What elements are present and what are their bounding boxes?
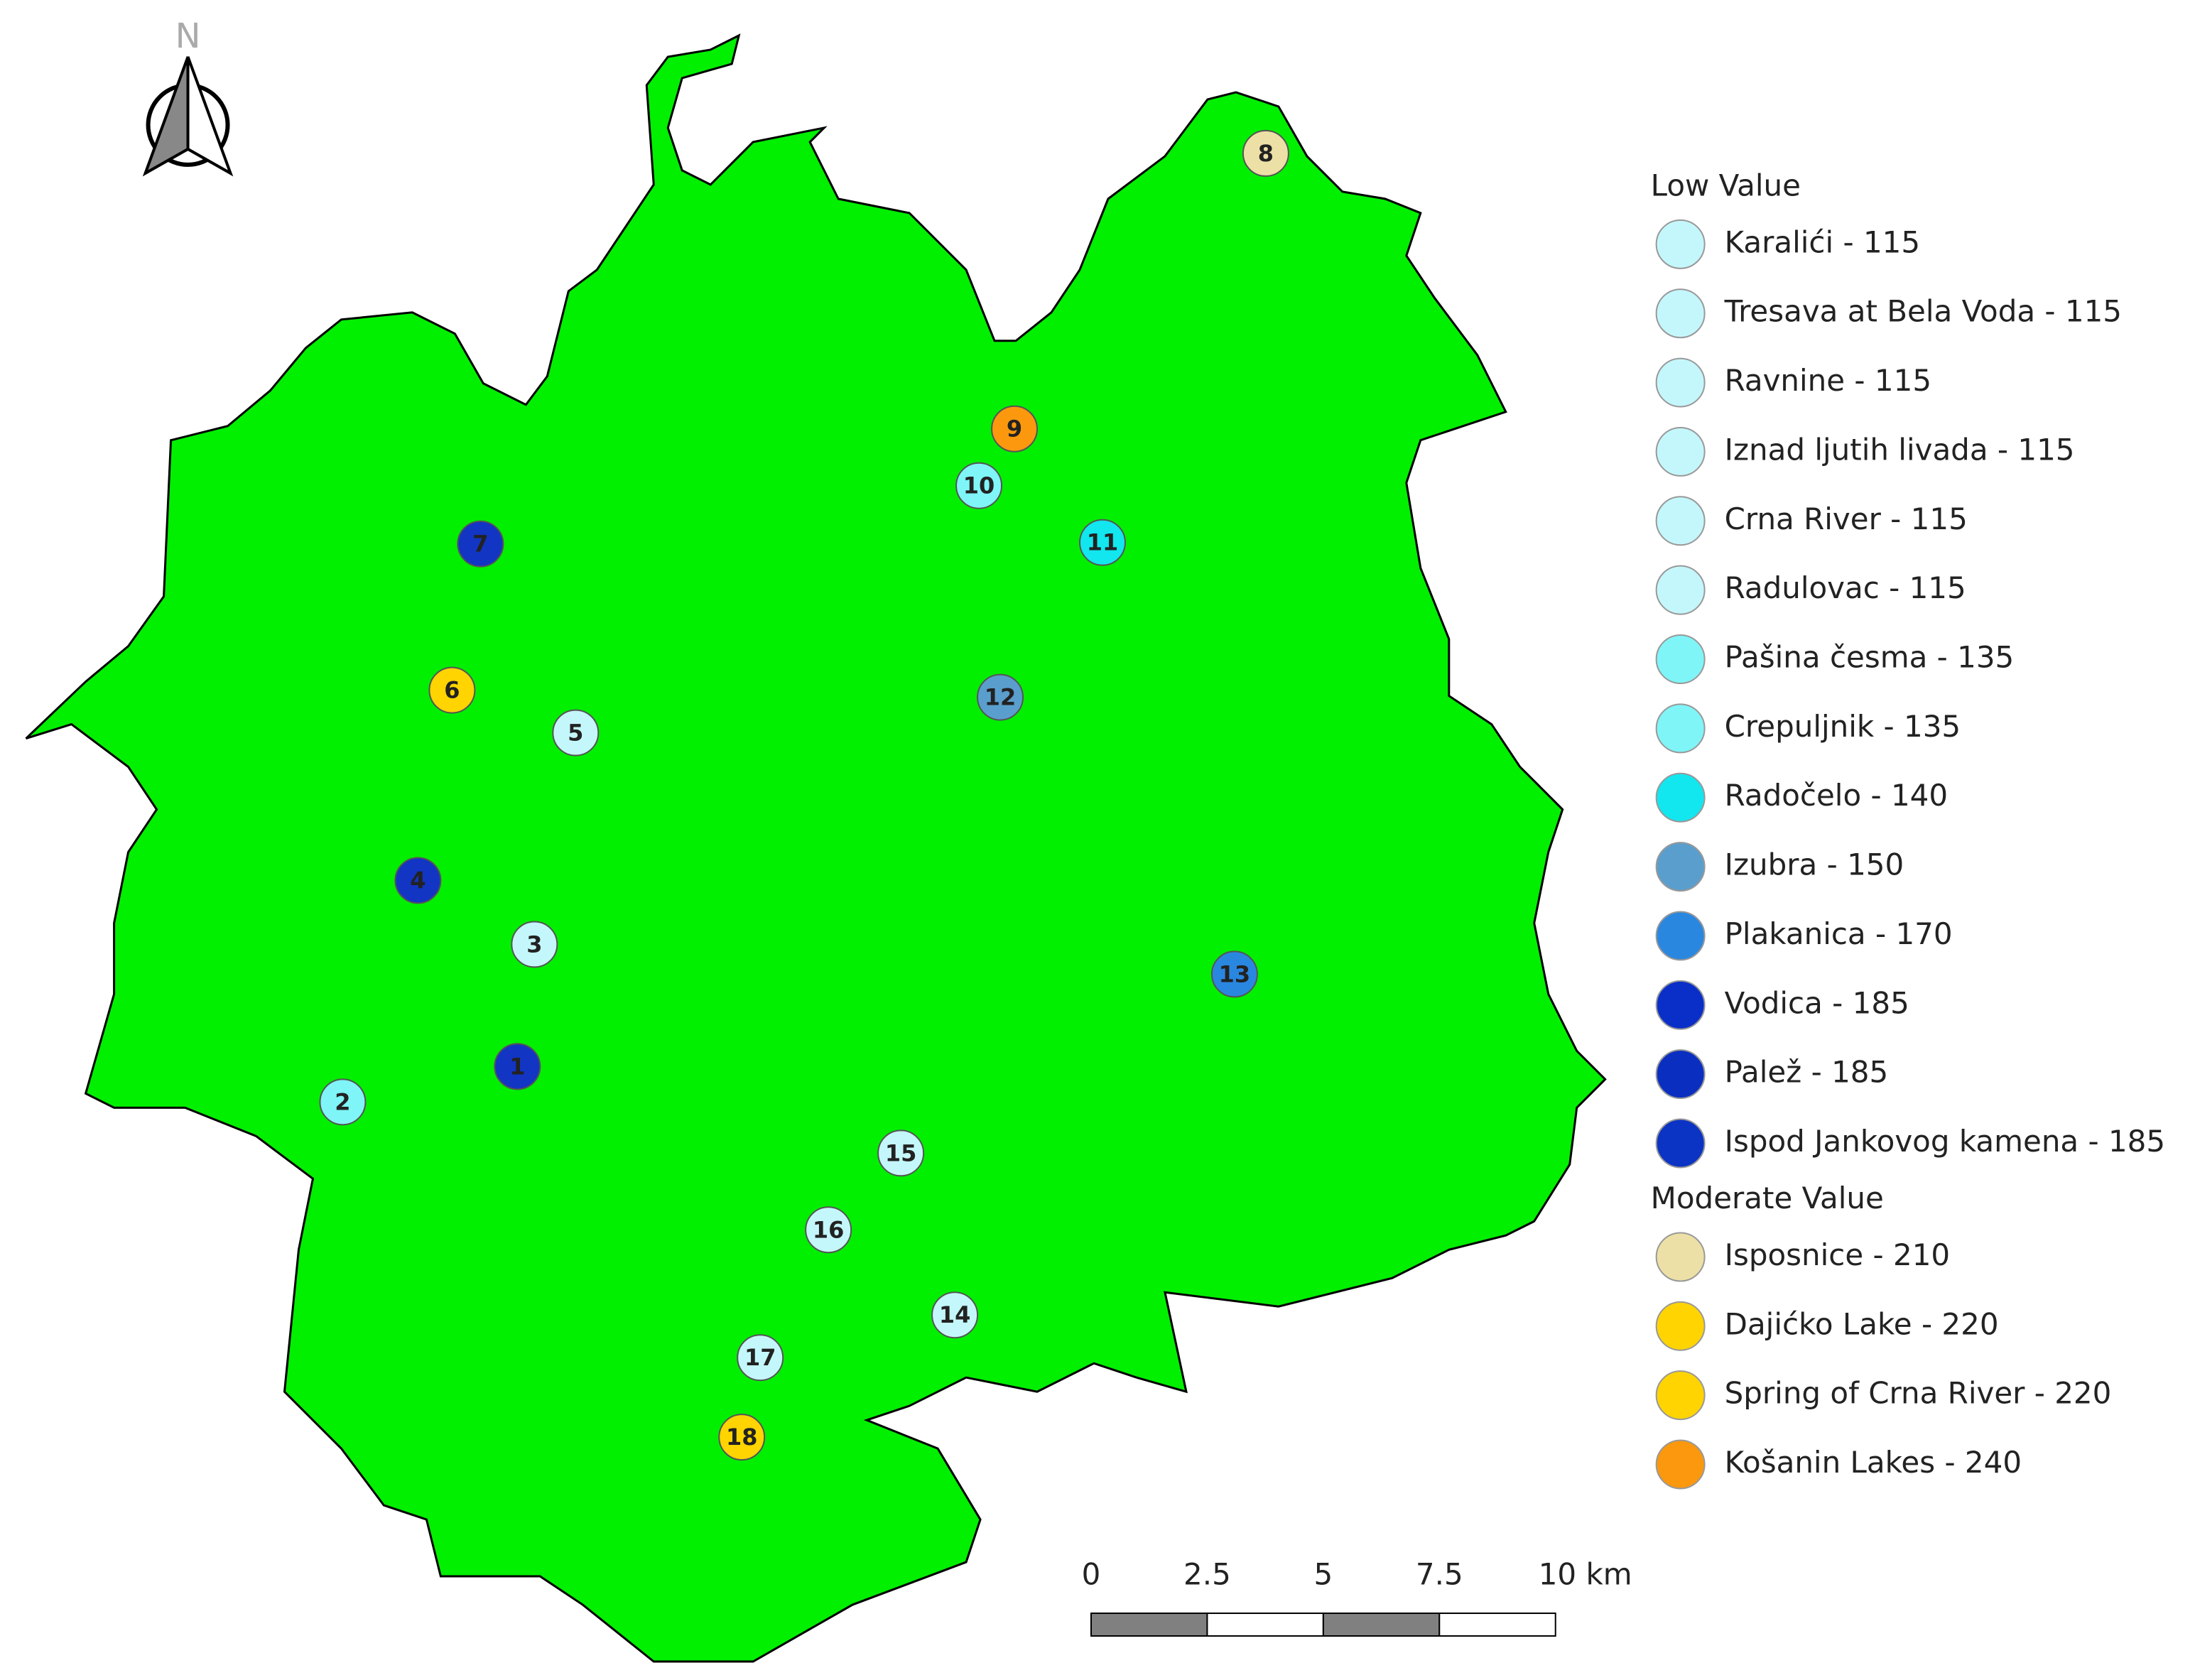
legend-label: Vodica - 185 [1725,985,1909,1020]
site-marker [394,857,442,904]
site-label: 11 [1087,529,1119,556]
legend-swatch [1655,1370,1706,1421]
site-label: 7 [472,531,488,558]
legend-swatch [1655,980,1706,1030]
legend-label: Palež - 185 [1725,1055,1889,1090]
legend-swatch [1655,288,1706,339]
site-marker [718,1414,766,1461]
site-marker [805,1206,852,1254]
legend-label: Radulovac - 115 [1725,570,1966,605]
scale-label: 5 [1314,1557,1333,1592]
scale-segment [1206,1613,1324,1637]
legend-label: Isposnice - 210 [1725,1237,1951,1272]
site-marker [511,921,558,968]
site-marker [1242,129,1289,177]
site-marker [955,462,1003,509]
north-arrow: N [142,16,234,177]
legend-label: Dajićko Lake - 220 [1725,1306,1999,1341]
site-marker [428,666,476,714]
legend-label: Tresava at Bela Voda - 115 [1724,294,2122,329]
site-label: 6 [444,677,460,704]
site-marker [931,1291,979,1339]
region [25,33,1607,1663]
site-label: 9 [1007,416,1022,443]
legend-label: Spring of Crna River - 220 [1725,1376,2112,1411]
scale-label: 0 [1082,1557,1101,1592]
site-marker [991,405,1039,452]
legend-label: Plakanica - 170 [1725,916,1953,951]
site-label: 5 [568,720,583,747]
legend-label: Košanin Lakes - 240 [1725,1445,2022,1480]
scale-label: 10 km [1539,1557,1632,1592]
site-label: 3 [526,931,542,958]
site-label: 10 [963,472,995,499]
legend-swatch [1655,1301,1706,1351]
legend-heading: Moderate Value [1651,1181,1884,1215]
legend-label: Crna River - 115 [1725,502,1968,536]
legend-swatch [1655,634,1706,684]
legend-label: Ravnine - 115 [1725,363,1931,398]
legend-label: Crepuljnik - 135 [1725,709,1961,744]
legend-swatch [1655,1232,1706,1282]
site-marker [1210,950,1258,998]
site-label: 14 [939,1301,971,1328]
site-marker [977,673,1024,721]
legend-swatch [1655,772,1706,823]
site-marker [1079,519,1126,566]
legend-label: Iznad ljutih livada - 115 [1725,432,2075,467]
legend-label: Karalići - 115 [1725,224,1920,259]
legend-label: Radočelo - 140 [1725,778,1948,813]
legend-swatch [1655,496,1706,546]
legend-swatch [1655,357,1706,408]
scale-segment [1322,1613,1441,1637]
legend-swatch [1655,219,1706,269]
legend-heading: Low Value [1651,168,1801,202]
scale-segment [1090,1613,1208,1637]
site-label: 16 [813,1216,845,1243]
site-marker [494,1043,541,1090]
site-marker [319,1078,367,1126]
legend-label: Pašina česma - 135 [1725,640,2015,675]
site-label: 15 [885,1139,917,1166]
scale-label: 7.5 [1416,1557,1463,1592]
site-label: 1 [509,1053,525,1080]
scale-segment [1438,1613,1556,1637]
legend-swatch [1655,1118,1706,1169]
site-marker [737,1334,784,1382]
site-marker [457,520,504,568]
site-label: 18 [726,1424,758,1451]
site-marker [552,709,600,757]
site-marker [877,1129,925,1177]
north-label: N [175,16,201,56]
legend-swatch [1655,426,1706,477]
legend-label: Izubra - 150 [1725,847,1904,882]
legend-label: Ispod Jankovog kamena - 185 [1725,1124,2165,1159]
legend-swatch [1655,911,1706,961]
site-label: 12 [985,684,1017,711]
scale-label: 2.5 [1183,1557,1231,1592]
site-label: 13 [1219,960,1251,987]
legend-swatch [1655,1439,1706,1490]
legend-swatch [1655,565,1706,615]
site-label: 8 [1258,140,1274,167]
site-label: 2 [335,1088,350,1115]
legend-swatch [1655,842,1706,892]
site-label: 4 [410,867,426,894]
legend-swatch [1655,1049,1706,1100]
legend-swatch [1655,703,1706,754]
site-label: 17 [744,1344,776,1371]
